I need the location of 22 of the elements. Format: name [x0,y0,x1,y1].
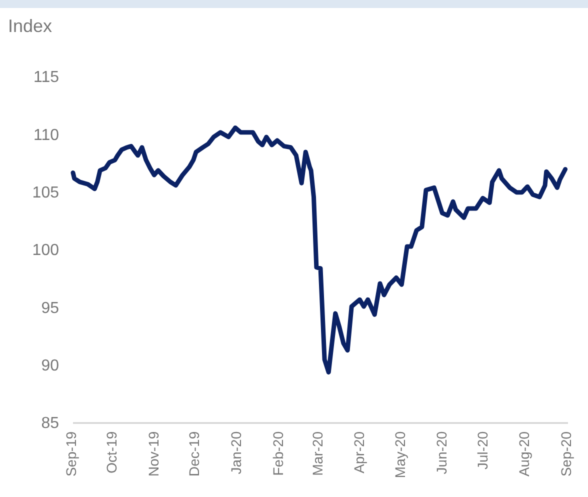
x-tick-label: Oct-19 [104,431,120,474]
line-series [70,125,568,375]
x-tick-label: Apr-20 [351,431,368,474]
x-tick-label: Sep-19 [63,431,80,477]
x-tick-label: Jan-20 [228,431,244,474]
y-tick-label: 105 [32,184,60,202]
x-tick-label: Jun-20 [434,431,450,474]
y-tick-label: 115 [33,69,60,86]
x-tick-label: Jul-20 [474,431,490,470]
x-tick-label: Mar-20 [309,431,326,476]
y-tick-label: 100 [32,242,60,260]
x-tick-label: Dec-19 [186,431,202,477]
x-tick-label: Feb-20 [270,431,286,476]
x-tick-label: May-20 [392,431,408,478]
x-tick-label: Nov-19 [146,431,162,477]
y-tick-label: 110 [33,126,60,144]
y-tick-label: 90 [41,357,60,374]
y-axis-title: Index [8,16,52,36]
x-tick-label: Sep-20 [558,431,574,477]
x-tick-label: Aug-20 [516,431,532,477]
y-tick-label: 85 [41,415,60,432]
y-tick-label: 95 [41,300,60,317]
